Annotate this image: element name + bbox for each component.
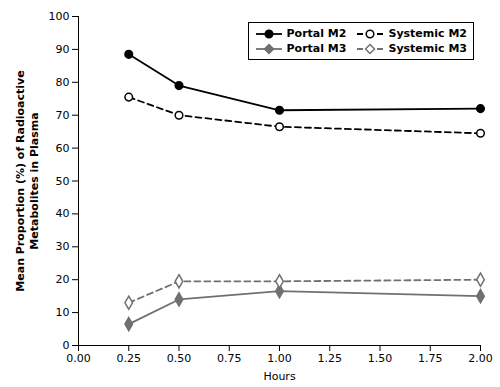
svg-text:70: 70 [56, 109, 70, 122]
svg-text:30: 30 [56, 240, 70, 253]
svg-text:20: 20 [56, 273, 70, 286]
svg-text:0.25: 0.25 [117, 352, 142, 365]
html-text:Systemic M3: Systemic M3 [388, 42, 467, 55]
svg-text:1.00: 1.00 [267, 352, 292, 365]
svg-text:60: 60 [56, 142, 70, 155]
svg-text:0.50: 0.50 [167, 352, 192, 365]
html-text:Systemic M2: Systemic M2 [388, 27, 467, 40]
svg-text:40: 40 [56, 207, 70, 220]
svg-text:50: 50 [56, 175, 70, 188]
svg-text:10: 10 [56, 306, 70, 319]
svg-text:0: 0 [63, 339, 70, 352]
svg-text:90: 90 [56, 43, 70, 56]
svg-text:2.00: 2.00 [468, 352, 493, 365]
svg-text:0.00: 0.00 [66, 352, 91, 365]
svg-text:80: 80 [56, 76, 70, 89]
svg-text:Hours: Hours [263, 370, 295, 383]
svg-text:0.75: 0.75 [217, 352, 242, 365]
svg-text:1.75: 1.75 [418, 352, 443, 365]
svg-text:1.50: 1.50 [368, 352, 393, 365]
html-text:Portal M3: Portal M3 [286, 42, 347, 55]
svg-text:Mean Proportion (%) of Radioac: Mean Proportion (%) of RadioactiveMetabo… [14, 70, 41, 291]
html-text:Portal M2: Portal M2 [286, 27, 347, 40]
svg-text:1.25: 1.25 [318, 352, 343, 365]
svg-text:100: 100 [49, 10, 70, 23]
